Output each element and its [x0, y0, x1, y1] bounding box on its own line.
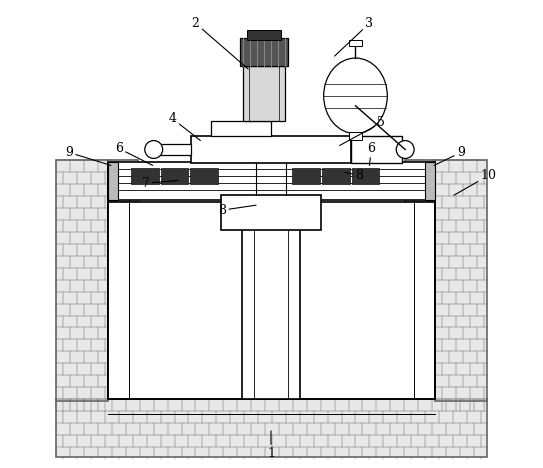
Text: 4: 4 [168, 112, 200, 140]
Bar [56, 399, 487, 457]
Bar [56, 161, 108, 401]
Bar [292, 168, 320, 184]
Ellipse shape [324, 58, 387, 133]
Text: 10: 10 [454, 169, 497, 195]
Bar [351, 136, 402, 163]
Text: 8: 8 [345, 169, 363, 182]
Text: 3: 3 [334, 17, 374, 56]
Bar [211, 121, 271, 136]
Circle shape [396, 140, 414, 159]
Bar [161, 168, 188, 184]
Bar [191, 168, 218, 184]
Bar [108, 162, 118, 200]
Bar [349, 132, 363, 139]
Bar [192, 136, 351, 163]
Text: 9: 9 [434, 146, 465, 165]
Bar [351, 168, 380, 184]
Text: 9: 9 [65, 146, 111, 165]
Bar [435, 161, 487, 401]
Bar [108, 202, 435, 399]
Text: 5: 5 [339, 116, 386, 146]
Bar [222, 195, 321, 230]
Text: 8: 8 [218, 204, 256, 217]
Text: 2: 2 [192, 17, 248, 69]
Bar [243, 66, 285, 121]
Text: 6: 6 [115, 142, 153, 165]
Bar [154, 144, 192, 155]
Bar [242, 200, 300, 399]
Bar [425, 162, 435, 200]
Bar [321, 168, 350, 184]
Bar [351, 144, 405, 155]
Bar [240, 38, 288, 66]
Text: 6: 6 [368, 142, 375, 165]
Text: 1: 1 [267, 431, 275, 460]
Bar [131, 168, 159, 184]
Bar [247, 30, 281, 40]
Bar [108, 162, 435, 200]
Bar [349, 40, 363, 46]
Bar [405, 161, 435, 202]
Circle shape [145, 140, 163, 159]
Bar [108, 161, 138, 202]
Text: 7: 7 [142, 177, 179, 190]
